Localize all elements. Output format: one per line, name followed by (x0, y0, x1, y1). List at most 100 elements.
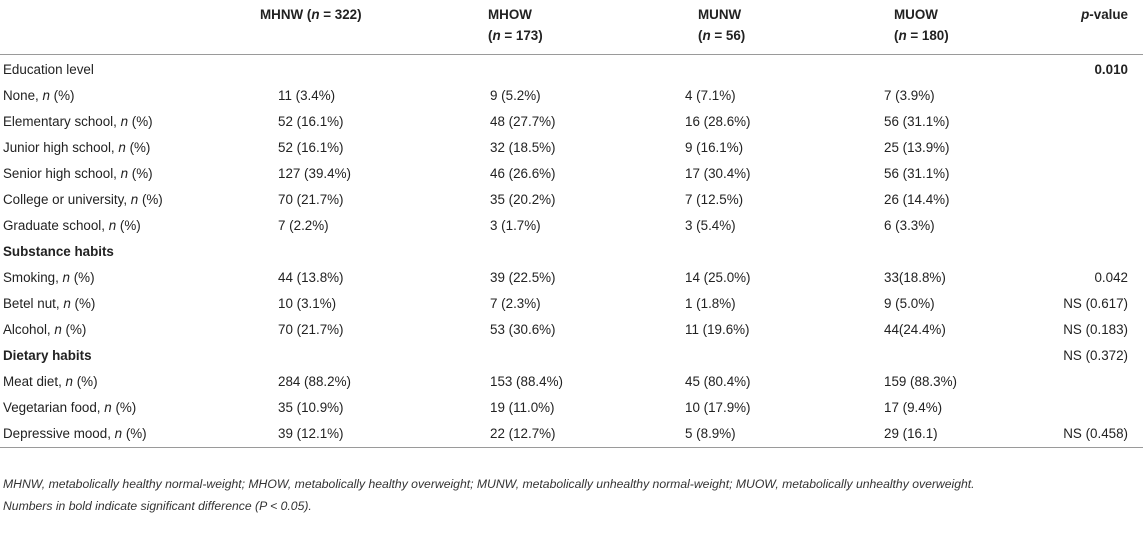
table-row: Alcohol, n (%) 70 (21.7%) 53 (30.6%) 11 (19… (0, 317, 1143, 343)
cell-munw: 14 (25.0%) (685, 270, 751, 285)
row-label: Substance habits (3, 244, 114, 259)
cell-pvalue: 0.042 (1094, 270, 1128, 285)
cell-mhnw: 39 (12.1%) (278, 426, 344, 441)
cell-mhow: 153 (88.4%) (490, 374, 563, 389)
header-muow: MUOW (n = 180) (854, 0, 1030, 55)
cell-mhow: 19 (11.0%) (490, 400, 555, 415)
cell-munw: 17 (30.4%) (685, 166, 751, 181)
row-label: Education level (3, 62, 94, 77)
cell-pvalue (1030, 213, 1143, 239)
cell-mhow: 3 (1.7%) (490, 218, 541, 233)
cell-munw: 5 (8.9%) (685, 426, 736, 441)
cell-mhnw: 10 (3.1%) (278, 296, 337, 311)
cell-mhow: 39 (22.5%) (490, 270, 556, 285)
cell-muow: 29 (16.1) (884, 426, 938, 441)
cell-munw: 1 (1.8%) (685, 296, 736, 311)
cell-munw (676, 343, 854, 369)
cell-muow: 26 (14.4%) (884, 192, 950, 207)
cell-mhnw (258, 239, 486, 265)
cell-muow: 44(24.4%) (884, 322, 946, 337)
cell-pvalue: NS (0.458) (1063, 426, 1128, 441)
header-munw-line1: MUNW (698, 7, 742, 22)
footnote: MHNW, metabolically healthy normal-weigh… (3, 473, 1140, 517)
header-variable (0, 0, 258, 55)
cell-muow (854, 239, 1030, 265)
header-munw: MUNW (n = 56) (676, 0, 854, 55)
cell-munw: 45 (80.4%) (685, 374, 751, 389)
cell-muow: 33(18.8%) (884, 270, 946, 285)
cell-mhnw: 52 (16.1%) (278, 114, 344, 129)
row-label: Elementary school, n (%) (3, 114, 153, 129)
table-row: College or university, n (%) 70 (21.7%) 35… (0, 187, 1143, 213)
row-label: None, n (%) (3, 88, 75, 103)
cell-mhnw (258, 55, 486, 84)
cell-pvalue (1030, 109, 1143, 135)
cell-muow: 56 (31.1%) (884, 166, 950, 181)
cell-mhnw: 35 (10.9%) (278, 400, 344, 415)
header-mhow-line2: (n = 173) (488, 28, 543, 43)
cell-mhow: 32 (18.5%) (490, 140, 556, 155)
cell-muow: 6 (3.3%) (884, 218, 935, 233)
cell-munw: 10 (17.9%) (685, 400, 751, 415)
cell-mhow (486, 55, 676, 84)
row-label: College or university, n (%) (3, 192, 163, 207)
data-table: MHNW (n = 322) MHOW (n = 173) MUNW (n = … (0, 0, 1143, 448)
table-row: Meat diet, n (%) 284 (88.2%) 153 (88.4%) 45… (0, 369, 1143, 395)
cell-mhow: 46 (26.6%) (490, 166, 556, 181)
cell-munw: 16 (28.6%) (685, 114, 751, 129)
table-row: Education level 0.010 (0, 55, 1143, 84)
cell-mhow: 9 (5.2%) (490, 88, 541, 103)
header-munw-line2: (n = 56) (698, 28, 746, 43)
cell-munw: 4 (7.1%) (685, 88, 736, 103)
cell-pvalue (1030, 135, 1143, 161)
cell-pvalue (1030, 161, 1143, 187)
row-label: Graduate school, n (%) (3, 218, 141, 233)
cell-mhnw: 44 (13.8%) (278, 270, 344, 285)
footnote-line1: MHNW, metabolically healthy normal-weigh… (3, 477, 975, 491)
header-row: MHNW (n = 322) MHOW (n = 173) MUNW (n = … (0, 0, 1143, 55)
table-row: None, n (%) 11 (3.4%) 9 (5.2%) 4 (7.1%) 7 (3… (0, 83, 1143, 109)
header-mhnw: MHNW (n = 322) (258, 0, 486, 55)
table-row: Depressive mood, n (%) 39 (12.1%) 22 (12.7… (0, 421, 1143, 448)
cell-muow: 17 (9.4%) (884, 400, 943, 415)
table-row: Smoking, n (%) 44 (13.8%) 39 (22.5%) 14 (25… (0, 265, 1143, 291)
table-row: Graduate school, n (%) 7 (2.2%) 3 (1.7%) 3 … (0, 213, 1143, 239)
cell-mhnw: 7 (2.2%) (278, 218, 329, 233)
table-row: Senior high school, n (%) 127 (39.4%) 46 (… (0, 161, 1143, 187)
row-label: Smoking, n (%) (3, 270, 95, 285)
section-row: Dietary habits NS (0.372) (0, 343, 1143, 369)
cell-mhnw: 70 (21.7%) (278, 322, 344, 337)
table-body: Education level 0.010 None, n (%) 11 (3.4%)… (0, 55, 1143, 448)
cell-muow: 25 (13.9%) (884, 140, 950, 155)
row-label: Alcohol, n (%) (3, 322, 87, 337)
cell-muow: 9 (5.0%) (884, 296, 935, 311)
row-label: Junior high school, n (%) (3, 140, 151, 155)
footnote-line2: Numbers in bold indicate significant dif… (3, 499, 312, 513)
cell-pvalue (1030, 239, 1143, 265)
cell-pvalue (1030, 187, 1143, 213)
cell-muow: 7 (3.9%) (884, 88, 935, 103)
row-label: Depressive mood, n (%) (3, 426, 147, 441)
row-label: Betel nut, n (%) (3, 296, 96, 311)
cell-pvalue: 0.010 (1094, 62, 1128, 77)
cell-mhow: 48 (27.7%) (490, 114, 556, 129)
table-header: MHNW (n = 322) MHOW (n = 173) MUNW (n = … (0, 0, 1143, 55)
cell-mhnw (258, 343, 486, 369)
cell-mhow: 35 (20.2%) (490, 192, 556, 207)
table-row: Vegetarian food, n (%) 35 (10.9%) 19 (11.0… (0, 395, 1143, 421)
cell-munw (676, 239, 854, 265)
cell-muow: 159 (88.3%) (884, 374, 957, 389)
cell-mhow (486, 239, 676, 265)
cell-mhow (486, 343, 676, 369)
row-label: Meat diet, n (%) (3, 374, 98, 389)
cell-munw (676, 55, 854, 84)
header-mhow: MHOW (n = 173) (486, 0, 676, 55)
cell-pvalue: NS (0.183) (1063, 322, 1128, 337)
cell-pvalue: NS (0.617) (1063, 296, 1128, 311)
cell-munw: 11 (19.6%) (685, 322, 750, 337)
row-label: Vegetarian food, n (%) (3, 400, 137, 415)
header-muow-line1: MUOW (894, 7, 938, 22)
cell-pvalue (1030, 83, 1143, 109)
cell-mhnw: 70 (21.7%) (278, 192, 344, 207)
